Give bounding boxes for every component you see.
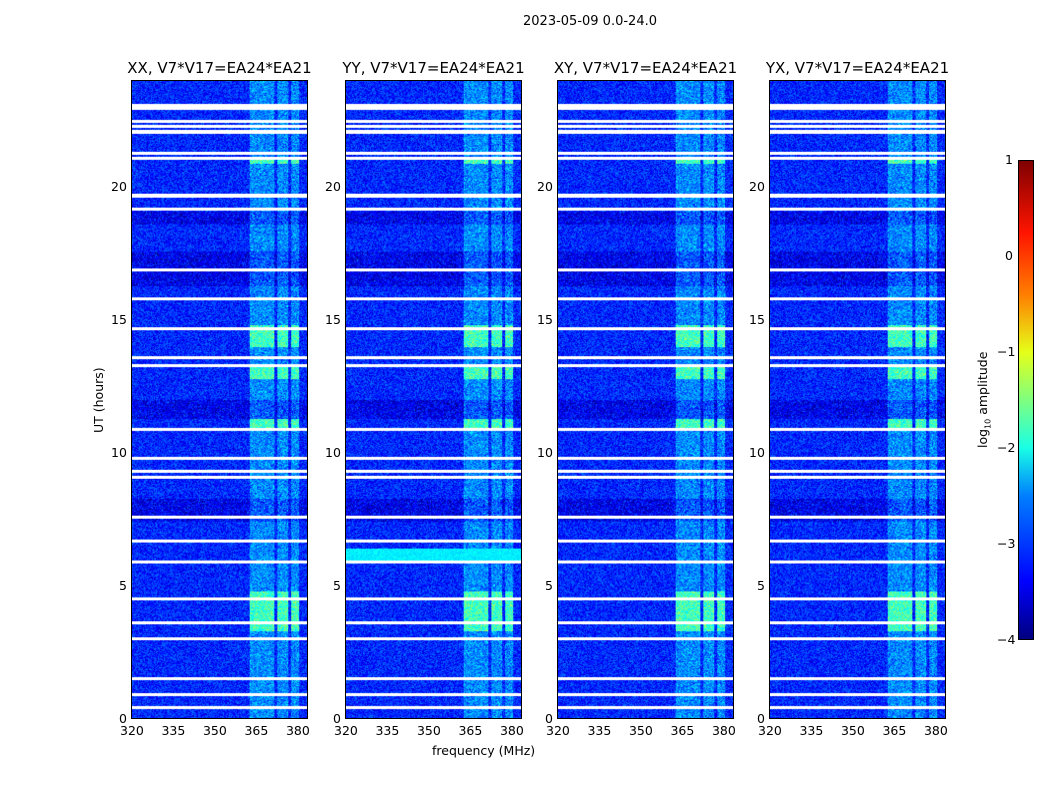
x-axis-label: frequency (MHz) [432,743,536,758]
y-axis-label: UT (hours) [91,367,106,433]
colorbar-tick-label: 1 [1005,152,1013,167]
x-tick-label: 335 [161,723,186,738]
heatmap-panel [131,80,308,719]
x-tick-label: 365 [458,723,483,738]
y-tick-label: 5 [333,577,341,593]
x-tick-label: 320 [120,723,144,738]
y-tick-label: 15 [749,311,765,327]
x-tick-label: 320 [546,723,570,738]
panel-title: YY, V7*V17=EA24*EA21 [342,59,525,77]
y-tick-label: 15 [537,311,553,327]
x-tick-label: 320 [758,723,782,738]
heatmap-panel [557,80,734,719]
y-tick-label: 0 [545,711,553,726]
y-tick-label: 10 [749,444,765,460]
colorbar-tick-label: −2 [997,440,1016,455]
y-tick-label: 0 [757,711,765,726]
y-tick-label: 5 [119,577,127,593]
x-tick-label: 380 [285,723,310,738]
y-tick-label: 20 [749,178,765,194]
x-tick-label: 365 [244,723,269,738]
y-tick-label: 5 [757,577,765,593]
heatmap-panel [345,80,522,719]
x-tick-label: 380 [499,723,524,738]
heatmap-canvas [132,81,307,718]
heatmap-canvas [558,81,733,718]
colorbar-tick-label: −1 [997,344,1016,359]
x-tick-label: 335 [799,723,824,738]
x-tick-label: 335 [587,723,612,738]
x-tick-label: 380 [923,723,948,738]
heatmap-panel [769,80,946,719]
x-tick-label: 350 [840,723,865,738]
heatmap-canvas [770,81,945,718]
figure-title: 2023-05-09 0.0-24.0 [523,14,657,29]
y-tick-label: 20 [537,178,553,194]
y-tick-label: 15 [325,311,341,327]
x-tick-label: 365 [670,723,695,738]
y-tick-label: 15 [111,311,127,327]
y-tick-label: 20 [325,178,341,194]
colorbar-tick-label: −4 [997,632,1016,647]
y-tick-label: 20 [111,178,127,194]
y-tick-label: 10 [537,444,553,460]
heatmap-canvas [346,81,521,718]
x-tick-label: 380 [711,723,736,738]
x-tick-label: 350 [628,723,653,738]
panel-title: XY, V7*V17=EA24*EA21 [553,59,738,77]
colorbar-tick-label: 0 [1005,248,1013,263]
y-tick-label: 0 [333,711,341,726]
y-tick-label: 10 [325,444,341,460]
x-tick-label: 350 [416,723,441,738]
x-tick-label: 320 [334,723,358,738]
y-tick-label: 5 [545,577,553,593]
panel-title: YX, V7*V17=EA24*EA21 [765,59,950,77]
x-tick-label: 350 [202,723,227,738]
colorbar [1018,160,1034,640]
colorbar-label: log10 amplitude [975,351,993,448]
x-tick-label: 335 [375,723,400,738]
colorbar-tick-label: −3 [997,536,1016,551]
y-tick-label: 10 [111,444,127,460]
panel-title: XX, V7*V17=EA24*EA21 [127,59,312,77]
x-tick-label: 365 [882,723,907,738]
y-tick-label: 0 [119,711,127,726]
